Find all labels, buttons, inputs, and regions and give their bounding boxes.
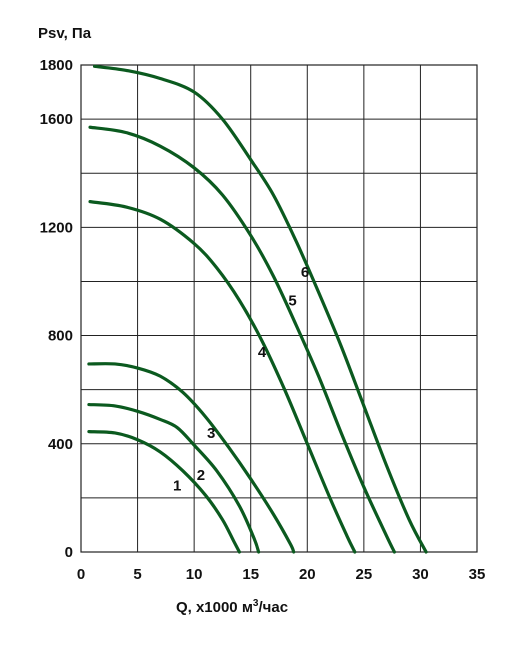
series-line-3	[87, 362, 296, 554]
x-tick-label: 25	[356, 566, 373, 583]
y-tick-label: 800	[48, 328, 73, 345]
series-group	[87, 64, 428, 554]
x-tick-label: 0	[77, 566, 85, 583]
curve-label-3: 3	[207, 425, 215, 442]
x-tick-label: 35	[469, 566, 486, 583]
x-axis-title-main: Q, x1000 м	[176, 599, 253, 616]
x-tick-label: 5	[133, 566, 141, 583]
y-tick-label: 0	[65, 544, 73, 561]
x-tick-label: 30	[412, 566, 429, 583]
y-axis-title: Psv, Па	[38, 25, 92, 42]
x-tick-label: 20	[299, 566, 316, 583]
curve-label-2: 2	[197, 467, 205, 484]
x-tick-label: 10	[186, 566, 203, 583]
y-tick-label: 1600	[40, 111, 73, 128]
y-tick-label: 400	[48, 436, 73, 453]
series-line-6	[92, 64, 428, 554]
curve-label-1: 1	[173, 478, 181, 495]
grid	[80, 64, 478, 553]
curve-label-6: 6	[301, 264, 309, 281]
x-axis-title-superscript: 3	[253, 598, 259, 609]
y-tick-label: 1200	[40, 219, 73, 236]
series-line-2	[87, 402, 261, 554]
series-line-5	[88, 125, 397, 554]
y-tick-label: 1800	[40, 57, 73, 74]
curve-label-5: 5	[288, 292, 296, 309]
x-axis-title-tail: /час	[258, 599, 288, 616]
series-line-1	[87, 430, 241, 554]
curve-label-4: 4	[258, 344, 267, 361]
plot-frame	[80, 64, 478, 553]
x-axis-title: Q, x1000 м3/час	[176, 598, 288, 616]
x-tick-label: 15	[242, 566, 259, 583]
series-line-4	[88, 200, 357, 554]
